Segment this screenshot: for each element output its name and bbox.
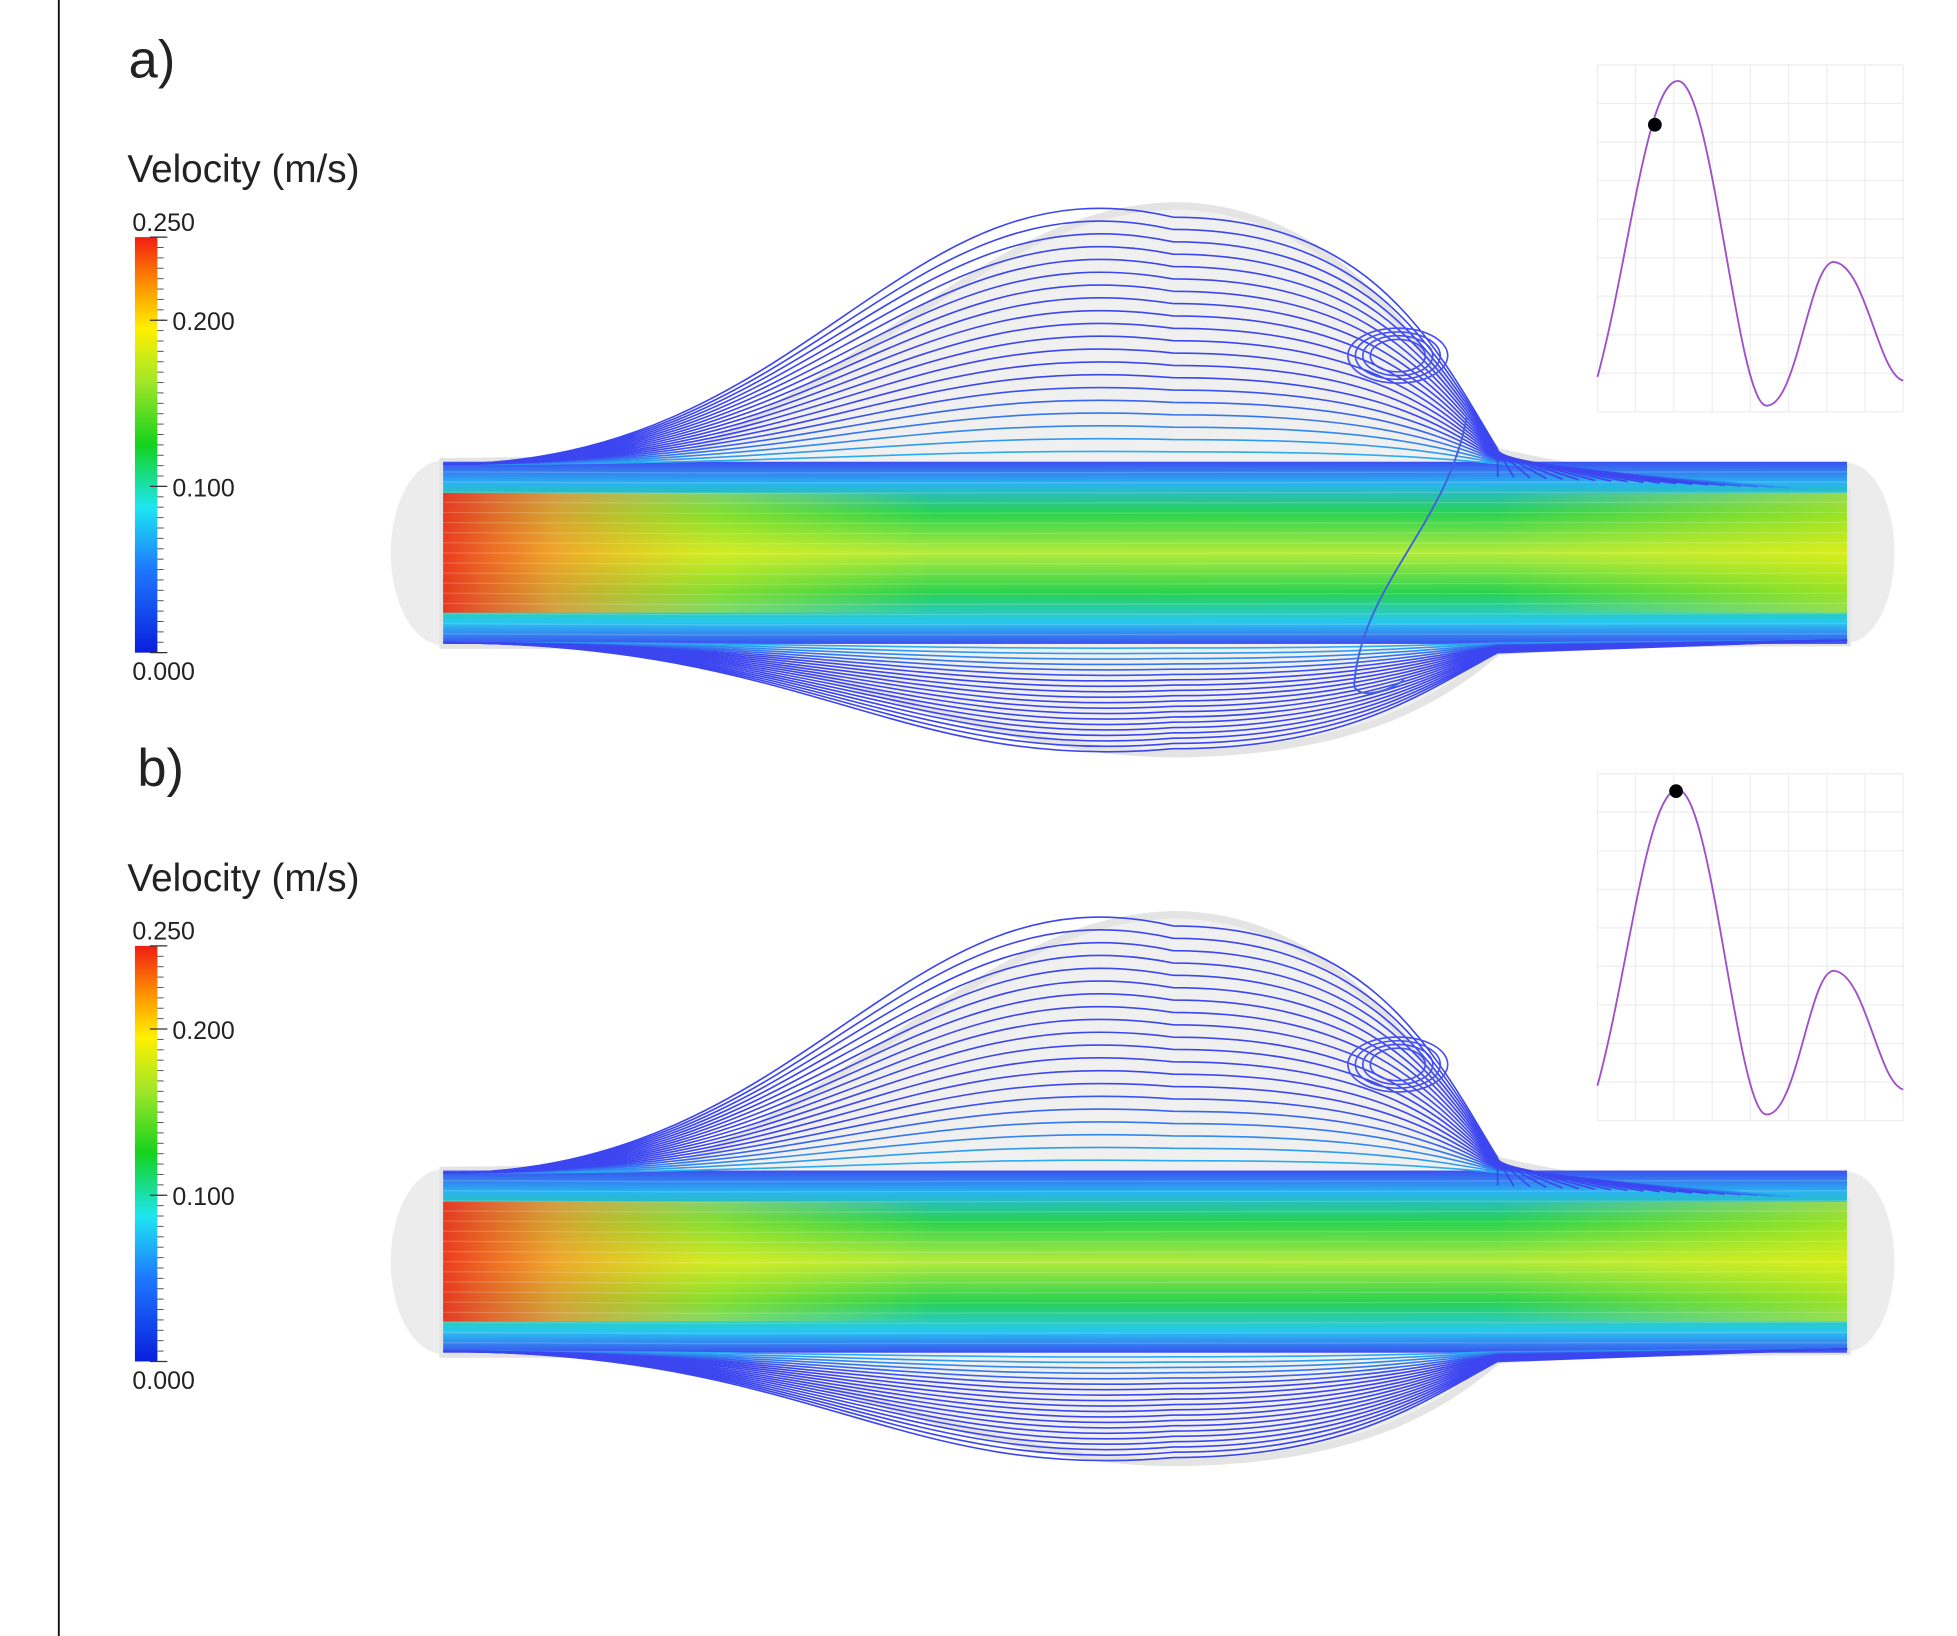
colorbar [135,237,157,653]
colorbar-title: Velocity (m/s) [127,857,359,900]
panel-label: a) [129,31,176,89]
colorbar-tick-label: 0.250 [132,209,194,237]
colorbar-tick-label: 0.000 [132,1367,194,1395]
panel-label: b) [137,740,184,798]
colorbar-title: Velocity (m/s) [127,148,359,191]
colorbar-tick-label: 0.100 [172,474,234,502]
page: a) Velocity (m/s) 0.250 0.200 0.100 0.000 b) Ve… [0,0,1957,1636]
panel: b) Velocity (m/s) 0.250 0.200 0.100 0.000 [127,740,1903,1462]
colorbar-tick-label: 0.250 [132,918,194,946]
colorbar-tick-label: 0.200 [172,308,234,336]
time-marker [1648,118,1662,132]
colorbar [135,946,157,1362]
colorbar-tick-label: 0.000 [132,658,194,686]
colorbar-tick-label: 0.200 [172,1017,234,1045]
panel: a) Velocity (m/s) 0.250 0.200 0.100 0.000 [127,31,1903,753]
colorbar-tick-label: 0.100 [172,1183,234,1211]
figure: a) Velocity (m/s) 0.250 0.200 0.100 0.000 b) Ve… [0,0,1957,1636]
time-marker [1669,784,1683,798]
